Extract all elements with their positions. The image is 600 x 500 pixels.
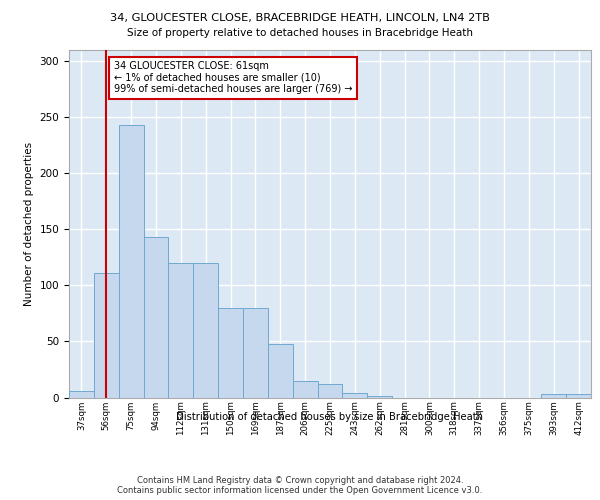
Bar	[143, 237, 169, 398]
Text: Size of property relative to detached houses in Bracebridge Heath: Size of property relative to detached ho…	[127, 28, 473, 38]
Bar	[317, 384, 343, 398]
Text: Distribution of detached houses by size in Bracebridge Heath: Distribution of detached houses by size …	[176, 412, 484, 422]
Bar	[268, 344, 293, 398]
Bar	[69, 391, 94, 398]
Bar	[566, 394, 591, 398]
Text: Contains public sector information licensed under the Open Government Licence v3: Contains public sector information licen…	[118, 486, 482, 495]
Bar	[119, 125, 143, 398]
Bar	[293, 380, 317, 398]
Bar	[541, 394, 566, 398]
Text: 34, GLOUCESTER CLOSE, BRACEBRIDGE HEATH, LINCOLN, LN4 2TB: 34, GLOUCESTER CLOSE, BRACEBRIDGE HEATH,…	[110, 12, 490, 22]
Bar	[218, 308, 243, 398]
Text: Contains HM Land Registry data © Crown copyright and database right 2024.: Contains HM Land Registry data © Crown c…	[137, 476, 463, 485]
Bar	[94, 273, 119, 398]
Y-axis label: Number of detached properties: Number of detached properties	[24, 142, 34, 306]
Text: 34 GLOUCESTER CLOSE: 61sqm
← 1% of detached houses are smaller (10)
99% of semi-: 34 GLOUCESTER CLOSE: 61sqm ← 1% of detac…	[114, 61, 352, 94]
Bar	[169, 263, 193, 398]
Bar	[367, 396, 392, 398]
Bar	[243, 308, 268, 398]
Bar	[193, 263, 218, 398]
Bar	[343, 393, 367, 398]
